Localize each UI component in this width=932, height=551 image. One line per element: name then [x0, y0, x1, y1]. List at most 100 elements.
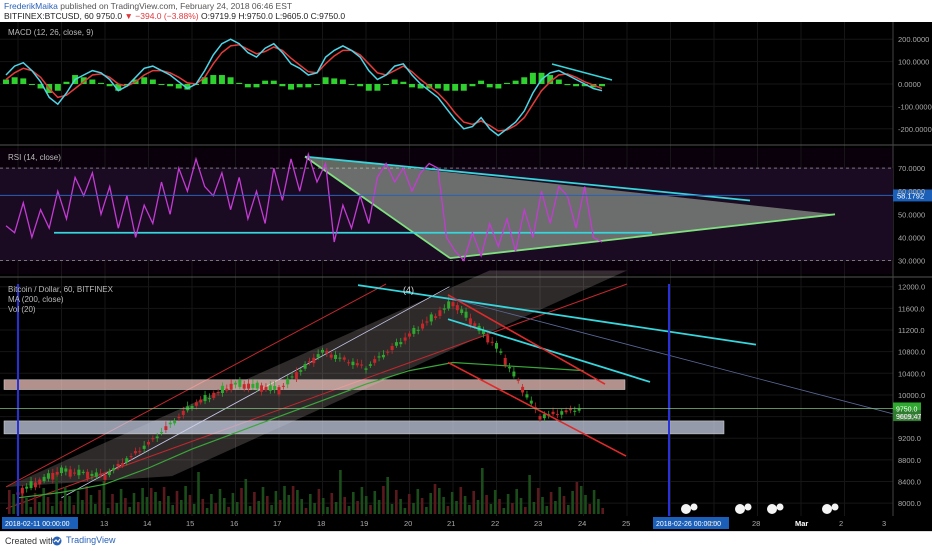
chart-canvas[interactable]: 200.0000 100.0000 0.0000 -100.0000 -200.0000… [0, 22, 932, 531]
candle-down [116, 463, 120, 467]
time-axis-tick: 20 [404, 519, 412, 528]
candle-down [325, 350, 329, 354]
volume-bar [399, 499, 402, 514]
volume-bar [438, 488, 441, 514]
candle-down [342, 357, 346, 360]
candle-down [199, 399, 203, 403]
volume-bar [446, 506, 450, 514]
candle-up [460, 309, 464, 313]
candle-up [155, 436, 159, 439]
time-axis-tick: 24 [578, 519, 586, 528]
volume-bar [352, 492, 355, 514]
candle-down [51, 472, 55, 480]
time-axis-tick: 19 [360, 519, 368, 528]
candle-up [42, 476, 46, 482]
time-axis-date-label: 2018-02-26 00:00:00 [656, 521, 721, 528]
volume-bar [502, 508, 506, 514]
rsi-tick-label: 50.0000 [898, 210, 925, 219]
candle-up [255, 382, 259, 389]
tradingview-brand-link[interactable]: TradingView [66, 535, 116, 545]
candle-up [29, 481, 33, 489]
volume-bar [278, 500, 282, 514]
rsi-tick-label: 40.0000 [898, 233, 925, 242]
candle-up [394, 342, 398, 346]
volume-bar [158, 501, 162, 514]
candle-down [99, 473, 103, 476]
volume-bar [274, 491, 278, 514]
ma-indicator-label: MA (200, close) [8, 295, 64, 304]
volume-bar [119, 489, 123, 514]
candle-down [521, 386, 525, 393]
event-badge-icon [776, 503, 784, 511]
candle-down [503, 358, 507, 366]
candle-down [225, 388, 229, 391]
volume-bar [59, 501, 63, 514]
candle-down [55, 471, 59, 475]
candle-down [373, 359, 377, 363]
rsi-tick-label: 70.0000 [898, 164, 925, 173]
volume-bar [227, 507, 230, 514]
volume-bar [124, 498, 127, 514]
volume-bar [29, 507, 33, 514]
macd-histogram-bar [80, 77, 87, 84]
candle-down [307, 361, 311, 363]
footer-bar: Created with TradingView [0, 531, 932, 551]
candle-down [486, 335, 490, 343]
macd-histogram-bar [210, 75, 217, 84]
volume-bar [506, 494, 510, 514]
volume-bar [515, 489, 518, 514]
candle-up [168, 422, 172, 425]
macd-histogram-bar [460, 84, 467, 91]
volume-bar [330, 493, 334, 514]
price-tick-label: 8800.0 [898, 456, 921, 465]
volume-bar [313, 503, 316, 514]
macd-histogram-bar [322, 77, 329, 84]
volume-bar [567, 505, 570, 514]
volume-bar [68, 496, 71, 514]
volume-bar [347, 506, 351, 514]
volume-bar [360, 487, 364, 514]
rsi-tick-label: 30.0000 [898, 256, 925, 265]
volume-bar [459, 487, 463, 514]
candle-up [512, 371, 516, 377]
volume-bar [201, 499, 205, 514]
resistance-zone [3, 379, 626, 390]
volume-bar [562, 496, 566, 514]
time-axis-tick: 2 [839, 519, 843, 528]
candle-down [147, 442, 150, 445]
macd-histogram-bar [149, 79, 156, 84]
candle-down [86, 471, 90, 479]
macd-tick-label: -100.0000 [898, 102, 932, 111]
candle-down [129, 456, 133, 458]
event-badge-icon [690, 503, 698, 511]
author-link[interactable]: FrederikMaika [4, 1, 58, 11]
candle-down [360, 364, 364, 366]
volume-bar [429, 493, 432, 514]
candle-up [481, 330, 485, 334]
price-tick-label: 9200.0 [898, 434, 921, 443]
candle-up [447, 301, 451, 309]
time-axis-tick: 28 [752, 519, 760, 528]
macd-histogram-bar [63, 81, 70, 84]
volume-bar [519, 498, 523, 514]
volume-bar [373, 491, 377, 514]
volume-bar [223, 498, 226, 514]
macd-line [5, 38, 603, 137]
macd-histogram-bar [106, 84, 113, 87]
macd-histogram-bar [270, 80, 277, 84]
volume-bar [296, 490, 299, 514]
red-wedge-upper [447, 294, 606, 385]
candle-up [60, 467, 63, 474]
candle-down [247, 383, 251, 389]
volume-bar [72, 505, 76, 514]
volume-bar [472, 491, 475, 514]
candle-up [268, 385, 272, 391]
macd-histogram-bar [581, 84, 588, 87]
candle-up [25, 486, 29, 489]
macd-histogram-bar [374, 84, 381, 91]
event-bubble-icon [767, 504, 777, 514]
candle-down [455, 305, 459, 311]
volume-bar [416, 489, 420, 514]
candle-down [538, 416, 542, 420]
volume-bar [94, 504, 97, 514]
